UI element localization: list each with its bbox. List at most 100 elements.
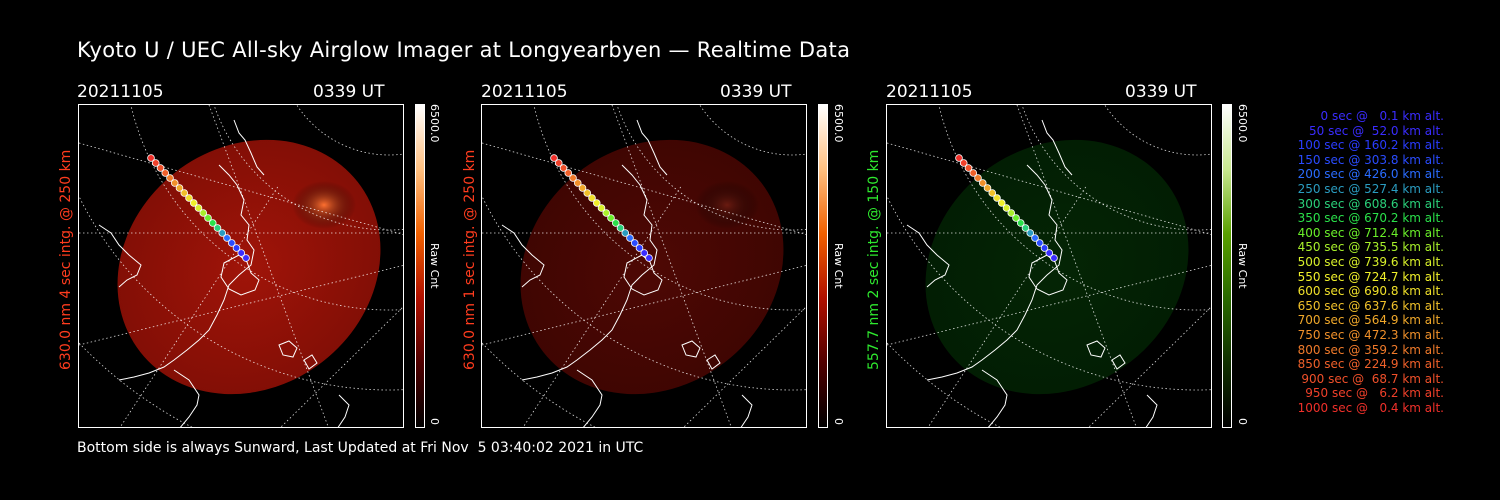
- panel-3-cbar-max: 6500.0: [1236, 104, 1249, 143]
- trajectory-point: [611, 219, 620, 227]
- legend-item: 150 sec @ 303.8 km alt.: [1297, 152, 1444, 167]
- legend-item: 750 sec @ 472.3 km alt.: [1297, 327, 1444, 342]
- legend-item: 800 sec @ 359.2 km alt.: [1297, 342, 1444, 357]
- trajectory-point: [597, 204, 606, 212]
- panel-2-date: 20211105: [481, 82, 568, 102]
- trajectory-point: [227, 239, 236, 247]
- panel-2-side-label: 630.0 nm 1 sec intg. @ 250 km: [462, 149, 478, 370]
- trajectory-point: [1026, 229, 1035, 237]
- allsky-image: [482, 105, 806, 427]
- trajectory-point: [955, 154, 963, 162]
- trajectory-point: [1050, 254, 1058, 262]
- trajectory-point: [237, 249, 246, 257]
- page-title: Kyoto U / UEC All-sky Airglow Imager at …: [77, 38, 851, 62]
- legend-item: 550 sec @ 724.7 km alt.: [1297, 269, 1444, 284]
- trajectory-point: [1045, 249, 1054, 257]
- panel-1-cbar-min: 0: [428, 418, 441, 425]
- trajectory-point: [1040, 244, 1049, 252]
- trajectory-point: [630, 239, 639, 247]
- aurora-patch: [695, 181, 759, 229]
- panel-2-time: 0339 UT: [720, 82, 792, 102]
- trajectory-point: [218, 229, 227, 237]
- legend-item: 950 sec @ 6.2 km alt.: [1305, 386, 1444, 401]
- trajectory-point: [964, 164, 973, 172]
- legend-item: 900 sec @ 68.7 km alt.: [1301, 371, 1444, 386]
- trajectory-point: [1035, 239, 1044, 247]
- airglow-disk: [117, 139, 381, 395]
- aurora-patch: [292, 181, 356, 229]
- legend-item: 450 sec @ 735.5 km alt.: [1297, 240, 1444, 255]
- rocket-trajectory: [955, 154, 1058, 262]
- panel-3-cbar-min: 0: [1236, 418, 1249, 425]
- legend-item: 700 sec @ 564.9 km alt.: [1297, 313, 1444, 328]
- footer-status: Bottom side is always Sunward, Last Upda…: [77, 440, 644, 456]
- altitude-legend: 0 sec @ 0.1 km alt. 50 sec @ 52.0 km alt.…: [1262, 109, 1444, 415]
- trajectory-point: [175, 184, 184, 192]
- rocket-trajectory: [550, 154, 653, 262]
- panel-3-colorbar: [1222, 104, 1232, 428]
- airglow-disk: [925, 139, 1189, 395]
- trajectory-point: [199, 209, 208, 217]
- airglow-disk: [520, 139, 784, 395]
- legend-item: 600 sec @ 690.8 km alt.: [1297, 284, 1444, 299]
- panel-1-time: 0339 UT: [313, 82, 385, 102]
- trajectory-point: [189, 199, 198, 207]
- trajectory-point: [997, 199, 1006, 207]
- trajectory-point: [583, 189, 592, 197]
- panel-2-cbar-unit: Raw Cnt: [832, 243, 845, 289]
- coastline-map: [98, 119, 350, 427]
- trajectory-point: [983, 184, 992, 192]
- trajectory-point: [569, 174, 577, 182]
- panel-3-cbar-unit: Raw Cnt: [1236, 243, 1249, 289]
- panel-1-colorbar: [415, 104, 425, 428]
- trajectory-point: [573, 179, 582, 187]
- legend-item: 650 sec @ 637.6 km alt.: [1297, 298, 1444, 313]
- trajectory-point: [1012, 214, 1020, 222]
- trajectory-point: [166, 174, 174, 182]
- trajectory-point: [1007, 209, 1016, 217]
- trajectory-point: [645, 254, 653, 262]
- trajectory-point: [204, 214, 212, 222]
- trajectory-point: [969, 169, 978, 177]
- allsky-image: [887, 105, 1211, 427]
- trajectory-point: [621, 229, 630, 237]
- panel-1-cbar-unit: Raw Cnt: [428, 243, 441, 289]
- lat-lon-grid: [79, 105, 403, 427]
- panel-2-cbar-min: 0: [832, 418, 845, 425]
- panel-1-side-label: 630.0 nm 4 sec intg. @ 250 km: [58, 149, 74, 370]
- trajectory-point: [578, 184, 587, 192]
- trajectory-point: [640, 249, 649, 257]
- trajectory-point: [635, 244, 644, 252]
- trajectory-point: [592, 199, 601, 207]
- trajectory-point: [242, 254, 250, 262]
- panel-2-colorbar: [818, 104, 828, 428]
- trajectory-point: [147, 154, 155, 162]
- trajectory-point: [1016, 219, 1025, 227]
- coastline-map: [906, 119, 1158, 427]
- panel-3-time: 0339 UT: [1125, 82, 1197, 102]
- trajectory-point: [978, 179, 987, 187]
- legend-item: 100 sec @ 160.2 km alt.: [1297, 138, 1444, 153]
- trajectory-point: [554, 159, 563, 167]
- panel-1-date: 20211105: [77, 82, 164, 102]
- trajectory-point: [1002, 204, 1011, 212]
- trajectory-point: [1031, 234, 1039, 242]
- legend-item: 250 sec @ 527.4 km alt.: [1297, 181, 1444, 196]
- trajectory-point: [208, 219, 217, 227]
- trajectory-point: [151, 159, 160, 167]
- trajectory-point: [559, 164, 568, 172]
- legend-item: 0 sec @ 0.1 km alt.: [1320, 109, 1445, 123]
- trajectory-point: [959, 159, 968, 167]
- legend-item: 500 sec @ 739.6 km alt.: [1297, 254, 1444, 269]
- trajectory-point: [170, 179, 179, 187]
- trajectory-point: [156, 164, 165, 172]
- coastline-map: [501, 119, 753, 427]
- lat-lon-grid: [887, 105, 1211, 427]
- rocket-trajectory: [147, 154, 250, 262]
- trajectory-point: [988, 189, 997, 197]
- panel-3-image: [886, 104, 1212, 428]
- trajectory-point: [588, 194, 596, 202]
- trajectory-point: [161, 169, 170, 177]
- trajectory-point: [602, 209, 611, 217]
- trajectory-point: [1021, 224, 1030, 232]
